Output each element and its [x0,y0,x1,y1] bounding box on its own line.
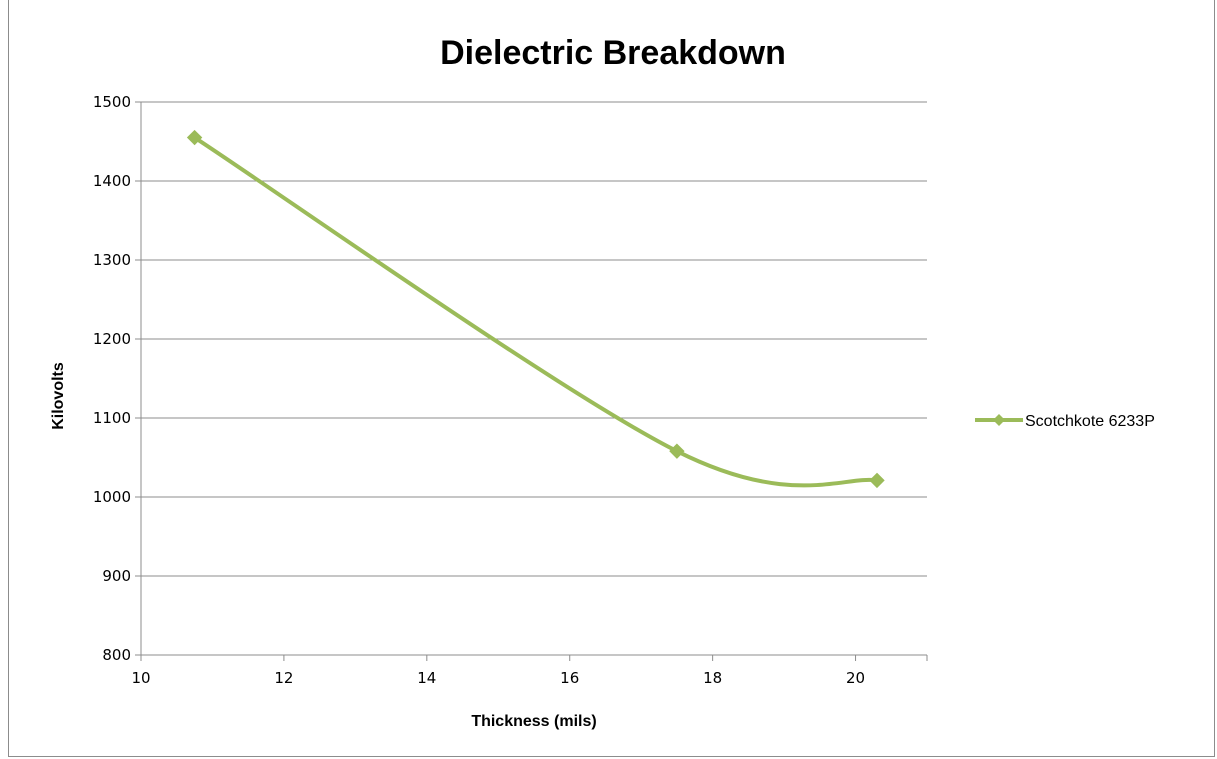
x-tick-label: 12 [274,669,293,687]
x-tick-label: 14 [417,669,436,687]
axes [135,101,928,661]
data-point-marker [669,443,685,459]
x-axis-label: Thickness (mils) [471,713,596,730]
line-chart: Dielectric Breakdown 800 900 1000 1100 1200 1… [50,34,1155,730]
legend-marker-icon [993,414,1005,426]
y-tick-label: 1200 [93,330,131,348]
x-tick-label: 10 [131,669,150,687]
y-tick-label: 900 [102,567,131,585]
y-tick-label: 800 [102,646,131,664]
y-tick-label: 1400 [93,172,131,190]
x-tick-label: 20 [846,669,865,687]
data-point-marker [186,129,203,146]
y-tick-label: 1000 [93,488,131,506]
series-line [192,135,879,488]
legend: Scotchkote 6233P [975,413,1155,430]
series-layer [186,129,885,489]
data-point-marker [869,472,885,489]
tick-labels: 800 900 1000 1100 1200 1300 1400 1500 10 12 14 16 18… [93,93,865,687]
legend-label: Scotchkote 6233P [1025,413,1155,430]
chart-container: Dielectric Breakdown 800 900 1000 1100 1200 1… [8,0,1215,757]
y-tick-label: 1500 [93,93,131,111]
y-tick-label: 1100 [93,409,131,427]
gridlines [141,101,927,577]
y-axis-label: Kilovolts [50,362,67,430]
x-tick-label: 16 [560,669,579,687]
y-tick-label: 1300 [93,251,131,269]
chart-title: Dielectric Breakdown [440,34,786,72]
x-tick-label: 18 [703,669,722,687]
